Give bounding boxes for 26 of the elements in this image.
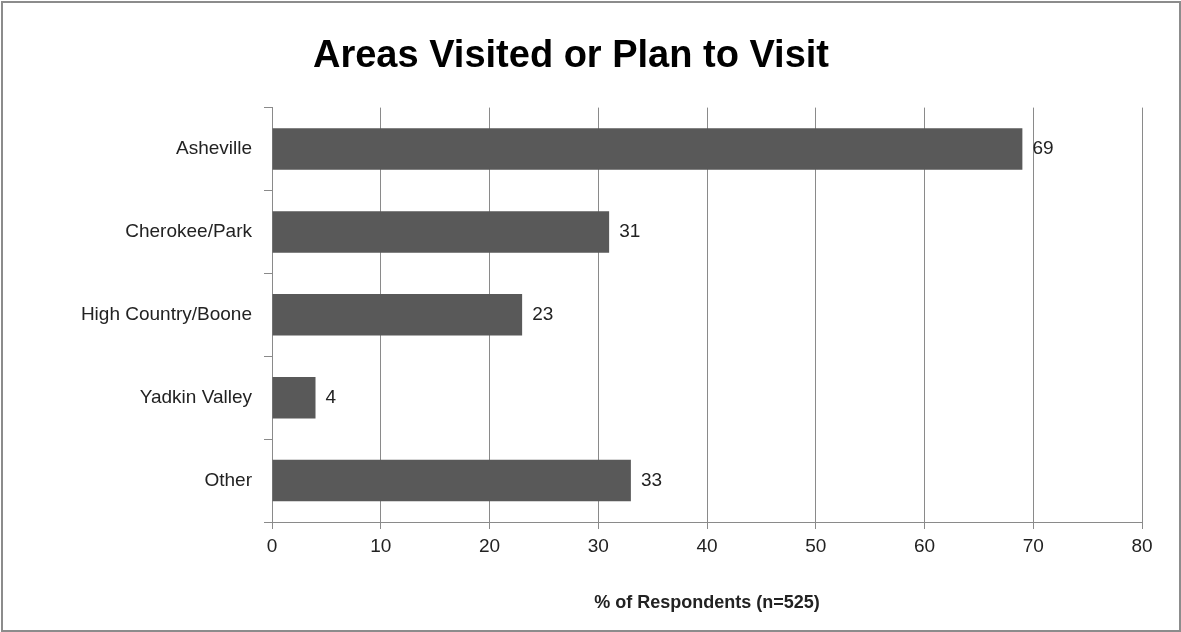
x-tick-label: 30 (587, 534, 609, 556)
x-tick-label: 0 (266, 534, 278, 556)
y-tick-label: Yadkin Valley (139, 385, 253, 407)
y-tick-label: Cherokee/Park (125, 220, 253, 242)
bar (272, 128, 1023, 170)
x-tick-label: 50 (805, 534, 827, 556)
x-tick-label: 80 (1131, 534, 1153, 556)
x-tick-label: 20 (478, 534, 501, 556)
bar (272, 459, 631, 502)
data-label: 33 (640, 468, 663, 490)
x-tick-label: 60 (913, 534, 936, 556)
chart-title: Areas Visited or Plan to Visit (312, 33, 830, 76)
bar (272, 294, 523, 336)
x-tick-label: 70 (1022, 534, 1044, 556)
y-tick-label: Other (204, 468, 253, 490)
data-label: 23 (532, 303, 554, 325)
data-label: 69 (1032, 137, 1054, 159)
y-tick-label: High Country/Boone (80, 303, 252, 325)
bar (272, 211, 610, 253)
x-tick-label: 10 (370, 534, 392, 556)
data-label: 31 (619, 220, 641, 242)
y-tick-label: Asheville (175, 137, 252, 159)
data-label: 4 (325, 385, 337, 407)
x-axis-title: % of Respondents (n=525) (594, 592, 820, 613)
x-tick-label: 40 (696, 534, 718, 556)
bar (272, 376, 316, 419)
